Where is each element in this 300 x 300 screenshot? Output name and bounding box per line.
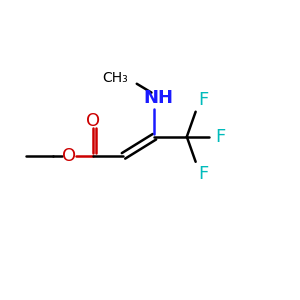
Text: F: F: [199, 165, 209, 183]
Text: O: O: [85, 112, 100, 130]
Text: CH₃: CH₃: [102, 71, 128, 85]
Text: F: F: [199, 91, 209, 109]
Text: F: F: [215, 128, 225, 146]
Text: NH: NH: [144, 89, 174, 107]
Text: O: O: [62, 147, 76, 165]
